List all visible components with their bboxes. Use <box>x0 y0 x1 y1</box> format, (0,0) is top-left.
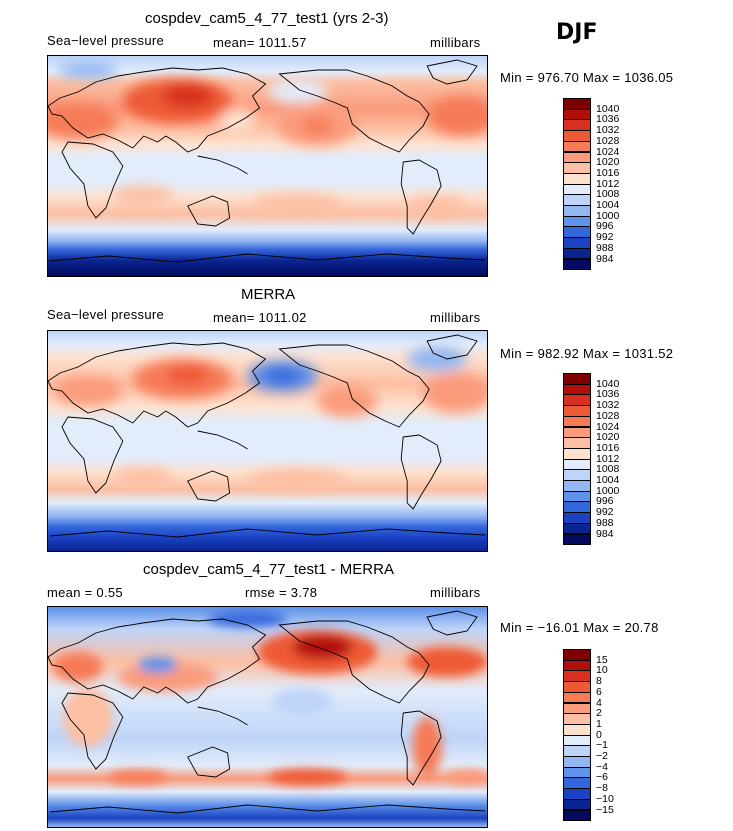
colorbar-tick-label: 1012 <box>596 452 620 465</box>
colorbar-tick-label: 1012 <box>596 177 620 190</box>
colorbar-tick-label: 984 <box>596 527 614 540</box>
colorbar-tick-label: 1040 <box>596 102 620 115</box>
colorbar-tick-label: 988 <box>596 241 614 254</box>
colorbar-tick-label: 8 <box>596 675 602 688</box>
colorbar-tick-label: 1020 <box>596 156 620 169</box>
coastline-layer <box>48 59 486 263</box>
colorbar-tick-label: 1032 <box>596 124 620 137</box>
colorbar-tick-label: 1004 <box>596 199 620 211</box>
colorbar-tick-label: 992 <box>596 506 614 519</box>
colorbar-tick-label: 992 <box>596 231 614 244</box>
units-label: millibars <box>430 585 481 600</box>
colorbar-tick-label: 1024 <box>596 145 620 158</box>
colorbar-tick-label: 0 <box>596 728 602 741</box>
colorbar-tick-label: −4 <box>596 760 608 773</box>
colorbar-merra: 1040 1036 1032 1028 1024 1020 1016 1012 1008 1004… <box>563 373 643 546</box>
season-label: DJF <box>556 20 598 45</box>
colorbar-tick-label: 1008 <box>596 463 620 476</box>
colorbar-tick-label: 1028 <box>596 409 620 422</box>
minmax-label: Min = −16.01 Max = 20.78 <box>500 620 659 635</box>
colorbar-tick-label: −10 <box>596 792 614 805</box>
colorbar-swatch <box>563 533 591 546</box>
colorbar-tick-label: 6 <box>596 685 602 698</box>
variable-label: Sea−level pressure <box>47 307 165 322</box>
colorbar-tick-label: 988 <box>596 516 614 529</box>
colorbar-tick-label: 1024 <box>596 420 620 433</box>
colorbar-tick-label: 15 <box>596 653 608 666</box>
colorbar-tick-label: 1032 <box>596 399 620 412</box>
colorbar-tick-label: 996 <box>596 220 614 233</box>
mean-label: mean= 1011.57 <box>213 35 307 50</box>
colorbar-tick-label: 1016 <box>596 441 620 454</box>
rmse-label: rmse = 3.78 <box>245 585 318 600</box>
minmax-label: Min = 976.70 Max = 1036.05 <box>500 70 674 85</box>
colorbar-tick-label: 1 <box>596 717 602 730</box>
colorbar-tick-label: 1036 <box>596 113 620 126</box>
mean-label: mean= 1011.02 <box>213 310 307 325</box>
coastline-layer <box>48 334 486 538</box>
colorbar-tick-label: 1000 <box>596 209 620 222</box>
colorbar-tick-label: 1020 <box>596 431 620 444</box>
variable-label: Sea−level pressure <box>47 33 165 48</box>
panel-title: MERRA <box>241 286 296 303</box>
panel-title: cospdev_cam5_4_77_test1 (yrs 2-3) <box>145 10 389 27</box>
colorbar-tick-label: 4 <box>596 696 602 709</box>
colorbar-tick-label: −6 <box>596 771 608 784</box>
mean-label: mean = 0.55 <box>47 585 123 600</box>
map-merra-slp <box>47 330 488 552</box>
colorbar-tick-label: −15 <box>596 803 614 816</box>
colorbar-tick-label: 1016 <box>596 166 620 179</box>
colorbar-difference: 15 10 8 6 4 2 1 0 −1 −2 −4 −6 −8 −10 −15 <box>563 649 643 822</box>
map-model-slp <box>47 55 488 277</box>
colorbar-tick-label: 1004 <box>596 474 620 486</box>
map-difference <box>47 606 488 828</box>
colorbar-tick-label: 10 <box>596 664 608 677</box>
minmax-label: Min = 982.92 Max = 1031.52 <box>500 346 674 361</box>
colorbar-tick-label: −1 <box>596 739 608 752</box>
colorbar-tick-label: 1040 <box>596 377 620 390</box>
colorbar-tick-label: 1000 <box>596 484 620 497</box>
colorbar-model: 1040 1036 1032 1028 1024 1020 1016 1012 1008 1004… <box>563 98 643 271</box>
colorbar-tick-label: 2 <box>596 707 602 720</box>
colorbar-tick-label: 1028 <box>596 134 620 147</box>
colorbar-tick-label: 984 <box>596 252 614 265</box>
units-label: millibars <box>430 310 481 325</box>
panel-title: cospdev_cam5_4_77_test1 - MERRA <box>143 561 394 578</box>
units-label: millibars <box>430 35 481 50</box>
coastline-layer <box>48 610 486 814</box>
colorbar-swatch <box>563 809 591 822</box>
colorbar-tick-label: 1008 <box>596 188 620 201</box>
colorbar-tick-label: −2 <box>596 750 608 762</box>
colorbar-tick-label: 996 <box>596 495 614 508</box>
colorbar-tick-label: −8 <box>596 782 608 795</box>
colorbar-swatch <box>563 258 591 271</box>
colorbar-tick-label: 1036 <box>596 388 620 401</box>
